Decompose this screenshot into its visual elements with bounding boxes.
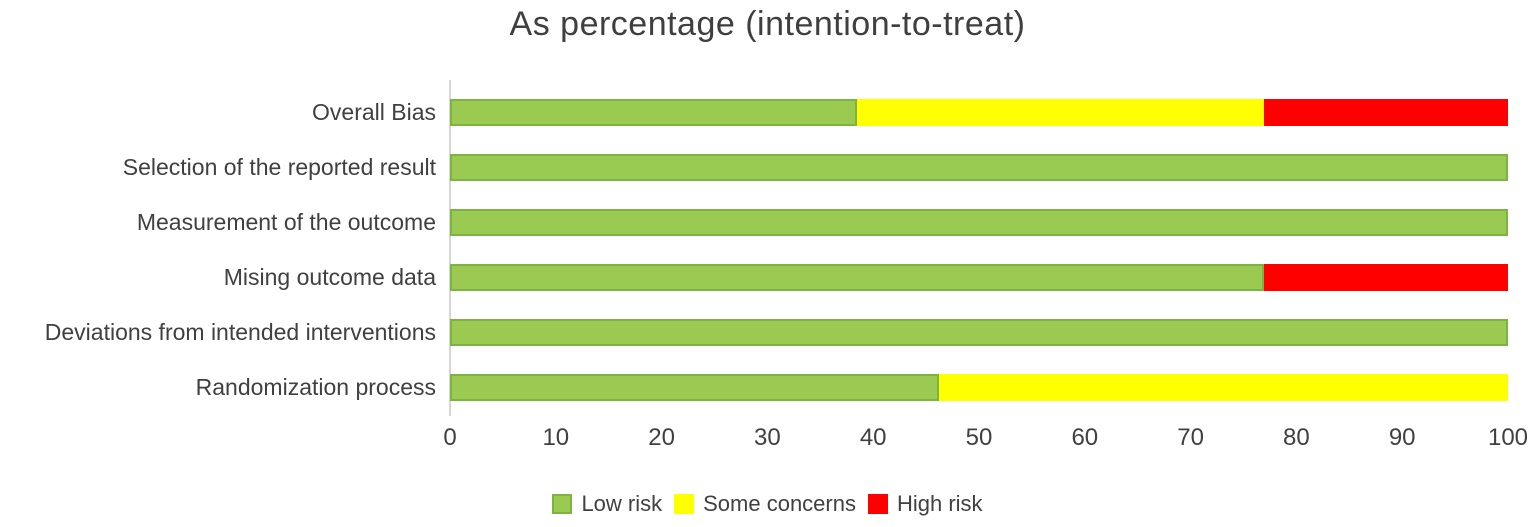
- bar-track: [450, 99, 1508, 126]
- category-label: Randomization process: [195, 374, 436, 400]
- chart-title: As percentage (intention-to-treat): [509, 5, 1026, 43]
- bar-row: Selection of the reported result: [0, 140, 1508, 195]
- x-tick-label: 20: [648, 424, 675, 451]
- bar-segment-high-risk: [1263, 99, 1508, 126]
- category-label: Overall Bias: [312, 99, 436, 125]
- x-tick-label: 10: [542, 424, 570, 451]
- bar-segment-some-concerns: [938, 374, 1508, 401]
- x-tick-label: 50: [965, 424, 993, 451]
- x-tick-label: 0: [443, 424, 457, 451]
- legend-swatch-icon: [674, 494, 695, 514]
- legend-swatch-icon: [552, 494, 573, 514]
- legend: Low risk Some concerns High risk: [0, 491, 1535, 517]
- x-tick-label: 30: [754, 424, 781, 451]
- legend-item-some-concerns: Some concerns: [674, 491, 856, 517]
- x-tick-label: 60: [1071, 424, 1099, 451]
- plot-area: Overall Bias Selection of the reported re…: [0, 85, 1508, 415]
- x-tick-label: 100: [1487, 424, 1529, 451]
- bar-segment-low-risk: [450, 154, 1508, 181]
- category-label: Selection of the reported result: [122, 154, 436, 180]
- bar-row: Measurement of the outcome: [0, 195, 1508, 250]
- category-label: Deviations from intended interventions: [44, 319, 436, 345]
- legend-item-high-risk: High risk: [867, 491, 983, 517]
- bar-row: Overall Bias: [0, 85, 1508, 140]
- bar-track: [450, 374, 1508, 401]
- x-axis: 0 10 20 30 40 50 60 70 80 90 100: [443, 424, 1528, 454]
- bar-track: [450, 319, 1508, 346]
- bar-track: [450, 264, 1508, 291]
- bar-segment-low-risk: [450, 209, 1508, 236]
- bar-segment-some-concerns: [856, 99, 1264, 126]
- bar-row: Mising outcome data: [0, 250, 1508, 305]
- legend-swatch-icon: [867, 494, 888, 514]
- legend-label: Low risk: [581, 491, 663, 516]
- bar-row: Deviations from intended interventions: [0, 305, 1508, 360]
- x-tick-label: 80: [1283, 424, 1310, 451]
- x-tick-label: 40: [859, 424, 887, 451]
- legend-label: High risk: [896, 491, 983, 516]
- legend-item-low-risk: Low risk: [552, 491, 662, 517]
- bar-track: [450, 154, 1508, 181]
- x-tick-label: 70: [1177, 424, 1204, 451]
- y-axis-line: [449, 80, 451, 416]
- bar-segment-low-risk: [450, 319, 1508, 346]
- x-tick-label: 90: [1388, 424, 1416, 451]
- category-label: Mising outcome data: [223, 264, 436, 290]
- category-label: Measurement of the outcome: [136, 209, 436, 235]
- bar-segment-low-risk: [450, 374, 939, 401]
- bar-segment-high-risk: [1263, 264, 1508, 291]
- bar-track: [450, 209, 1508, 236]
- legend-label: Some concerns: [703, 491, 856, 516]
- bar-row: Randomization process: [0, 360, 1508, 415]
- bar-segment-low-risk: [450, 264, 1264, 291]
- bar-segment-low-risk: [450, 99, 857, 126]
